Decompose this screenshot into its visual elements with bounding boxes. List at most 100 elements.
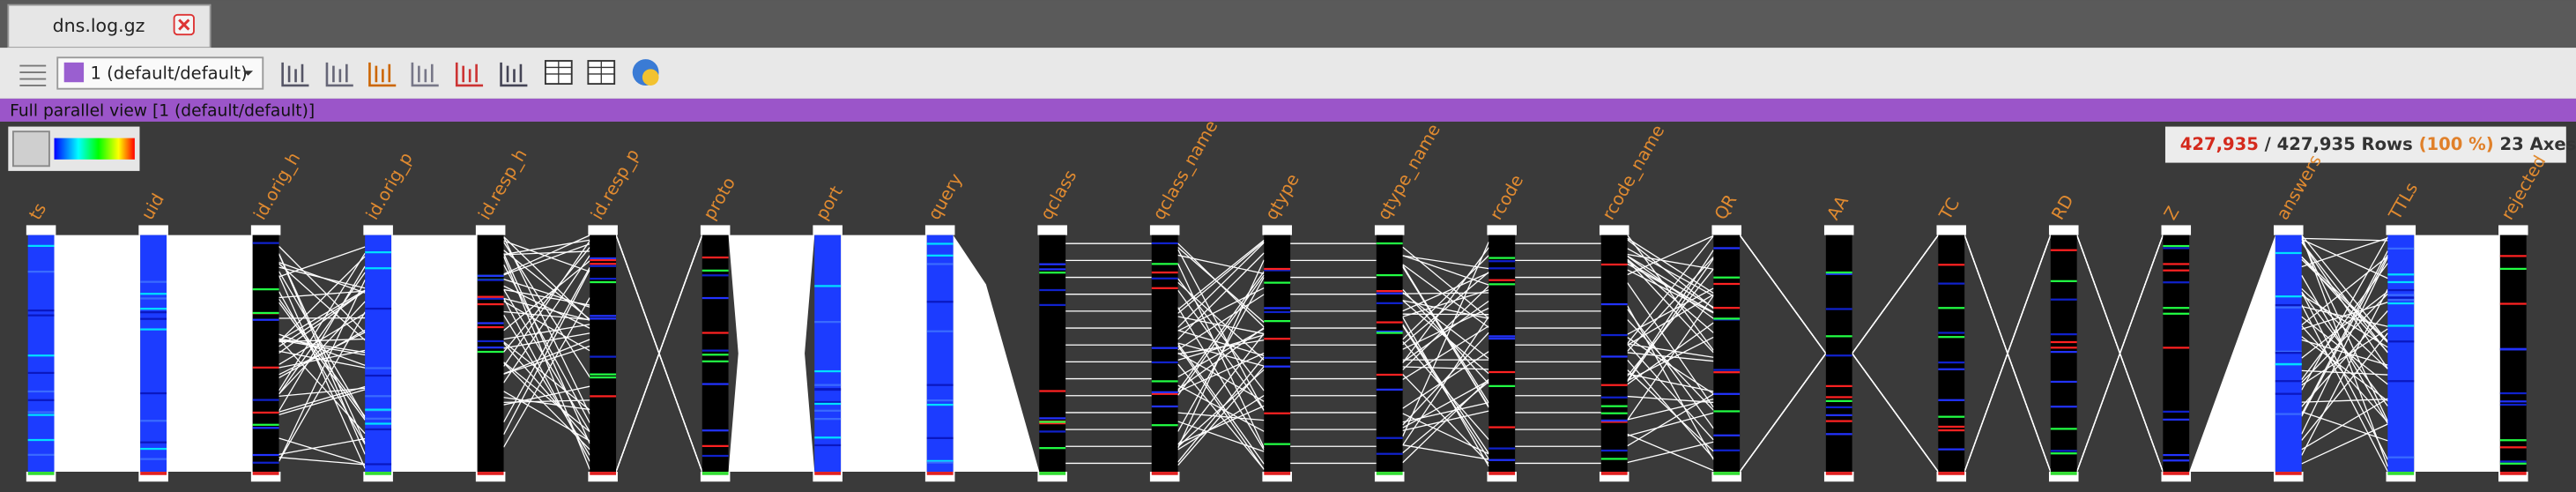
layer-dropdown[interactable] — [56, 56, 264, 90]
axis-density — [140, 391, 167, 395]
axis-density — [2050, 350, 2077, 354]
toolbar-button[interactable] — [281, 62, 309, 87]
axis-bar — [2387, 235, 2415, 473]
axes-count: 23 Axes — [2500, 134, 2576, 154]
axis-bottom-cap — [2161, 472, 2192, 482]
toolbar-button[interactable] — [411, 62, 439, 87]
line — [278, 437, 366, 456]
axis-density — [365, 422, 392, 425]
axis-density — [1151, 361, 1178, 364]
line — [503, 260, 590, 332]
line — [503, 236, 590, 321]
axis-top-cap — [26, 225, 56, 235]
axis-bottom-marker — [27, 472, 55, 475]
close-icon — [178, 19, 190, 31]
line — [1627, 294, 1714, 421]
axis-density — [702, 429, 729, 432]
axis-density — [1151, 391, 1178, 393]
axis-density — [1376, 302, 1403, 304]
axis-bottom-marker — [1488, 472, 1516, 475]
axis-density — [2499, 348, 2527, 351]
line-bundle — [841, 235, 927, 473]
axis[interactable]: RD — [2047, 191, 2079, 482]
line — [1627, 255, 1714, 309]
axis-density — [1488, 426, 1516, 429]
toolbar-button[interactable] — [587, 60, 616, 86]
color-button[interactable] — [11, 130, 50, 168]
line — [1627, 395, 1714, 404]
axis-bottom-marker — [2275, 472, 2302, 475]
axis-density — [1713, 276, 1741, 279]
axis-density — [926, 384, 954, 386]
axis[interactable]: QR — [1711, 190, 1742, 482]
python-icon-part — [642, 69, 659, 86]
toolbar-button[interactable] — [368, 62, 397, 87]
axis-density — [2050, 333, 2077, 336]
toolbar-list-icon[interactable] — [19, 64, 47, 86]
axis-bottom-marker — [1600, 472, 1628, 475]
axis[interactable]: uid — [137, 190, 168, 482]
axis-density — [2275, 350, 2302, 353]
line — [278, 245, 366, 333]
axis-density — [477, 325, 504, 329]
axis-density — [2050, 280, 2077, 282]
axis-density — [702, 454, 729, 458]
axis-density — [2275, 251, 2302, 255]
color-gradient — [54, 138, 135, 160]
axis-bar — [1151, 235, 1178, 473]
axis-top-cap — [1374, 225, 1405, 235]
line — [502, 266, 590, 423]
axis-density — [1376, 373, 1403, 376]
axis-density — [1938, 448, 1965, 451]
axis-bottom-marker — [926, 472, 954, 475]
axis-density — [926, 403, 954, 406]
line — [1402, 255, 1489, 286]
line — [503, 242, 590, 378]
axis-bottom-marker — [1151, 472, 1178, 475]
line — [1402, 246, 1489, 319]
line — [1627, 235, 1714, 345]
line — [278, 385, 366, 413]
axis[interactable]: ts — [25, 199, 56, 482]
axis-density — [1825, 406, 1852, 408]
axis-density — [1151, 405, 1178, 408]
axis-density — [1600, 419, 1628, 422]
axis[interactable]: Z — [2160, 203, 2192, 482]
line — [1627, 343, 1714, 441]
axis-density — [1264, 269, 1291, 272]
axis-density — [2275, 362, 2302, 366]
axis-density — [1376, 330, 1403, 333]
axis[interactable]: TTLs — [2384, 179, 2422, 482]
axis-bottom-cap — [475, 472, 506, 482]
axis[interactable]: TC — [1934, 195, 1967, 482]
axis-density — [2387, 302, 2415, 305]
axis-density — [27, 371, 55, 375]
toolbar-button[interactable] — [325, 62, 353, 87]
line — [503, 332, 590, 349]
axis-density — [1713, 371, 1741, 374]
toolbar-button[interactable] — [455, 62, 484, 87]
toolbar-button[interactable] — [544, 60, 573, 86]
line — [615, 235, 703, 473]
line — [2301, 256, 2388, 342]
axis-density — [252, 423, 279, 426]
toolbar-button[interactable] — [632, 59, 659, 86]
line-bundle — [2414, 235, 2500, 473]
line — [1627, 282, 1714, 408]
toolbar-button[interactable] — [500, 62, 528, 87]
line — [1627, 269, 1714, 314]
axis-bar — [1600, 235, 1628, 473]
line-bundle — [167, 235, 253, 473]
axis-top-cap — [1936, 225, 1967, 235]
axis-density — [1039, 417, 1066, 420]
axis-bottom-cap — [1374, 472, 1405, 482]
line — [1627, 343, 1714, 358]
line — [2301, 293, 2388, 384]
axis-density — [1825, 414, 1852, 417]
axis-density — [1376, 242, 1403, 245]
axis[interactable]: AA — [1823, 192, 1854, 482]
axis-density — [27, 271, 55, 273]
axis-top-cap — [1823, 225, 1854, 235]
axis-bottom-marker — [252, 472, 279, 475]
axis-top-cap — [2386, 225, 2416, 235]
